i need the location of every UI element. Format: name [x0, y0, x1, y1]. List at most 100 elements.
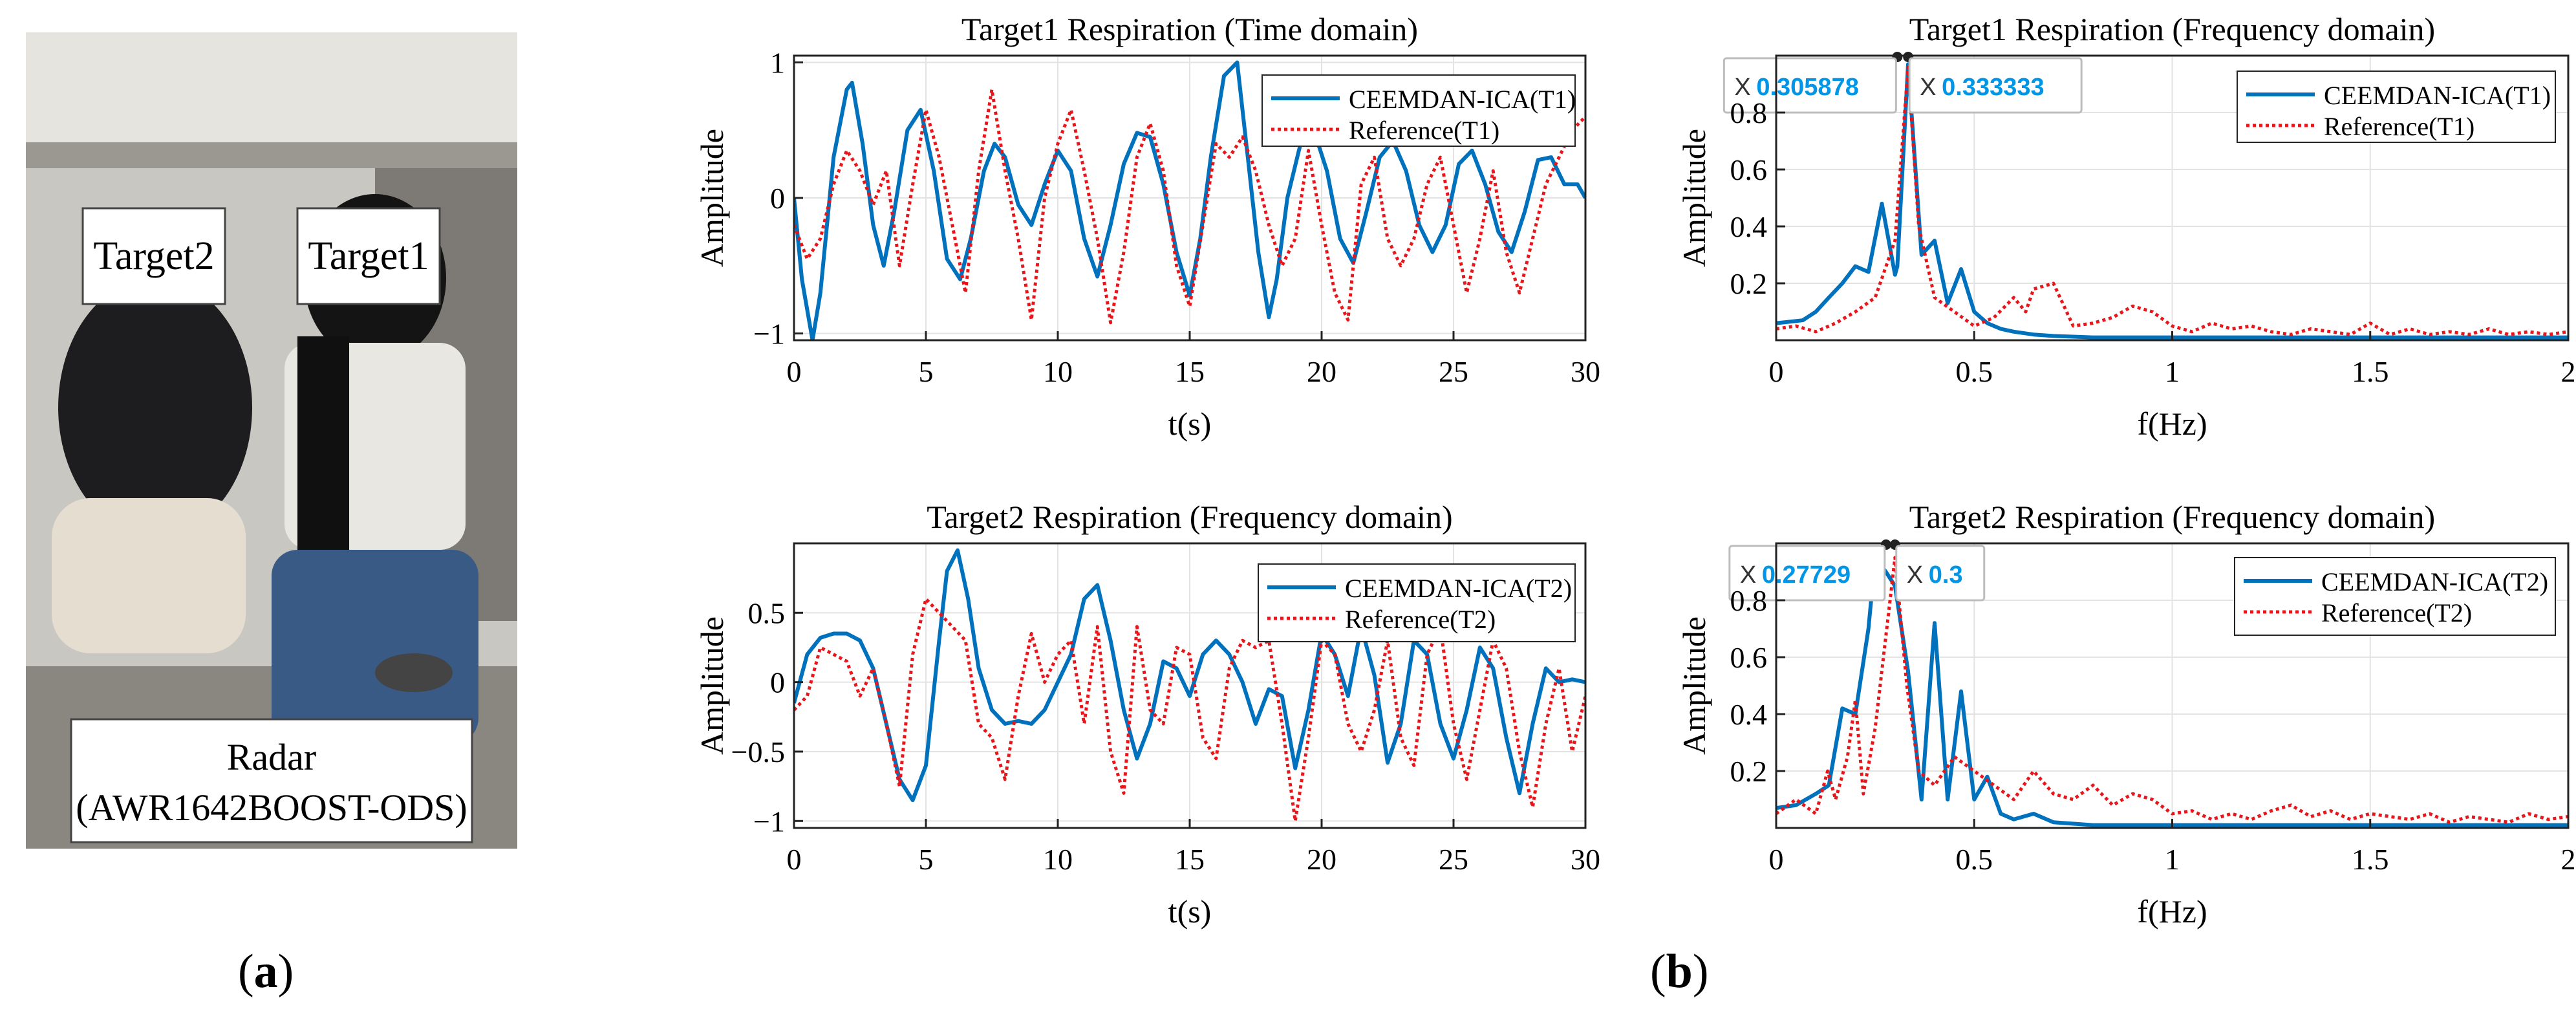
target2-label-box	[81, 207, 226, 305]
caption-b-letter: b	[1666, 945, 1693, 998]
x-tick-label: 0.5	[1956, 355, 1993, 388]
legend-entry: CEEMDAN-ICA(T1)	[2324, 81, 2551, 110]
x-tick-label: 1	[2165, 843, 2180, 876]
y-tick-label: 0	[770, 666, 785, 699]
x-tick-label: 15	[1175, 355, 1205, 388]
datatip-box	[1895, 545, 1986, 602]
x-tick-label: 2	[2561, 355, 2576, 388]
x-tick-label: 30	[1571, 355, 1600, 388]
caption-a-letter: a	[253, 945, 278, 998]
y-tick-label: 0.5	[748, 596, 786, 629]
caption-b: (b)	[1650, 944, 1708, 999]
series-line-ceemdan-ica	[794, 60, 1585, 340]
datatip-value: 0.305878	[1756, 74, 1859, 101]
caption-a: (a)	[238, 944, 294, 999]
legend-entry: Reference(T2)	[1345, 605, 1496, 634]
series-line-ceemdan-ica	[1776, 62, 2568, 340]
x-tick-label: 0	[787, 355, 802, 388]
x-tick-label: 30	[1571, 843, 1600, 876]
y-tick-label: 0.4	[1730, 210, 1768, 243]
legend-entry: Reference(T1)	[1349, 116, 1499, 145]
y-tick-label: 0.8	[1730, 584, 1768, 617]
series-line-ceemdan-ica	[1776, 556, 2568, 827]
experiment-photo-drawing: Target2 Target1 Radar (AWR1642BOOST-ODS)	[26, 32, 517, 849]
chart-t2_time: 0 5 10 15 20 25 30 −1 −0.5 0 0.5 Target2 Respiratio…	[694, 499, 1600, 929]
x-tick-label: 0	[1769, 355, 1784, 388]
series-line-reference	[1776, 556, 2568, 824]
x-tick-label: 20	[1307, 355, 1336, 388]
x-tick-label: 1	[2165, 355, 2180, 388]
legend-box	[2237, 71, 2556, 143]
chart-title: Target1 Respiration (Frequency domain)	[1909, 11, 2435, 47]
x-tick-label: 5	[919, 355, 934, 388]
caption-b-close: )	[1692, 945, 1709, 998]
target1-label: Target1	[308, 234, 429, 278]
target1-label-box	[296, 207, 441, 305]
chart-title: Target1 Respiration (Time domain)	[961, 11, 1418, 47]
y-tick-label: 0.4	[1730, 698, 1768, 731]
datatip-box	[1728, 545, 1886, 602]
photo-radar-device	[375, 653, 453, 692]
photo-target1-jeans	[272, 550, 478, 744]
x-tick-label: 1.5	[2352, 843, 2389, 876]
legend-entry: CEEMDAN-ICA(T1)	[1349, 85, 1576, 114]
legend-box	[1258, 563, 1576, 642]
datatip-box	[1908, 57, 2083, 114]
x-tick-label: 15	[1175, 843, 1205, 876]
radar-label-box	[70, 718, 473, 843]
target2-label: Target2	[93, 234, 214, 278]
legend-box	[2234, 557, 2556, 636]
caption-a-open: (	[238, 945, 254, 998]
y-tick-label: 0.2	[1730, 755, 1768, 788]
x-tick-label: 20	[1307, 843, 1336, 876]
y-tick-label: −1	[753, 318, 785, 351]
x-axis-label: f(Hz)	[2137, 406, 2207, 442]
x-tick-label: 1.5	[2352, 355, 2389, 388]
y-tick-label: 0.6	[1730, 641, 1768, 674]
x-tick-label: 5	[919, 843, 934, 876]
legend-entry: Reference(T2)	[2321, 598, 2472, 627]
datatip-value: 0.333333	[1942, 74, 2045, 101]
radar-label-line1: Radar	[227, 736, 317, 778]
x-tick-label: 10	[1043, 355, 1073, 388]
y-tick-label: 0.2	[1730, 267, 1768, 300]
legend-box	[1261, 74, 1576, 147]
x-tick-label: 0	[787, 843, 802, 876]
chart-title: Target2 Respiration (Frequency domain)	[927, 499, 1452, 535]
photo-target2-legs	[52, 498, 246, 653]
datatip-prefix: X	[1734, 74, 1750, 101]
x-tick-label: 10	[1043, 843, 1073, 876]
x-tick-label: 0	[1769, 843, 1784, 876]
caption-a-close: )	[277, 945, 294, 998]
legend-entry: CEEMDAN-ICA(T2)	[1345, 574, 1572, 603]
datatip-box	[1723, 57, 1897, 114]
y-tick-label: 0	[770, 182, 785, 215]
x-axis-label: t(s)	[1168, 406, 1212, 442]
chart-title: Target2 Respiration (Frequency domain)	[1909, 499, 2435, 535]
y-tick-label: −0.5	[731, 735, 785, 768]
datatip-prefix: X	[1920, 74, 1936, 101]
x-axis-label: t(s)	[1168, 893, 1212, 929]
datatip-prefix: X	[1740, 561, 1756, 589]
series-line-reference	[1776, 65, 2568, 336]
series-line-reference	[794, 597, 1585, 823]
y-axis-label: Amplitude	[694, 616, 730, 755]
y-tick-label: 1	[770, 46, 785, 79]
x-tick-label: 25	[1439, 843, 1468, 876]
photo-target2-torso	[58, 278, 252, 537]
radar-label-line2: (AWR1642BOOST-ODS)	[76, 787, 467, 829]
y-tick-label: 0.8	[1730, 96, 1768, 129]
x-axis-label: f(Hz)	[2137, 893, 2207, 929]
photo-shelf	[26, 142, 517, 168]
x-tick-label: 0.5	[1956, 843, 1993, 876]
datatip-prefix: X	[1907, 561, 1923, 589]
y-axis-label: Amplitude	[1676, 616, 1712, 755]
datatip-value: 0.3	[1929, 561, 1963, 589]
experiment-photo: Target2 Target1 Radar (AWR1642BOOST-ODS)	[26, 32, 517, 849]
y-tick-label: 0.6	[1730, 153, 1768, 186]
x-tick-label: 2	[2561, 843, 2576, 876]
caption-b-open: (	[1650, 945, 1666, 998]
series-line-ceemdan-ica	[794, 548, 1585, 803]
